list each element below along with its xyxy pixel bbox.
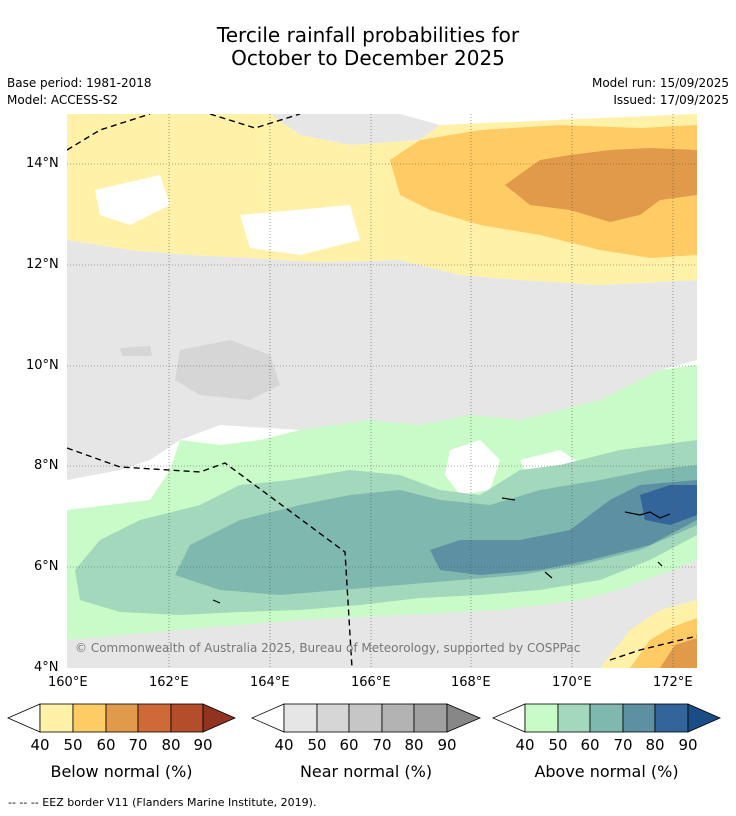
model-run-text: Model run: 15/09/2025 [591, 76, 729, 90]
lat-label: 12°N [26, 257, 59, 272]
lat-label: 6°N [34, 559, 59, 574]
eez-footnote: -- -- -- EEZ border V11 (Flanders Marine… [8, 796, 317, 809]
colorbar-below-label: Below normal (%) [50, 762, 193, 781]
copyright-text: © Commonwealth of Australia 2025, Bureau… [75, 641, 581, 655]
below-normal-region [660, 638, 697, 668]
colorbar-near [251, 703, 482, 733]
lon-label: 162°E [149, 675, 189, 690]
near-normal-region [270, 114, 440, 145]
lat-label: 10°N [26, 358, 59, 373]
near-normal-region [120, 346, 152, 356]
cb-near-tick: 60 [339, 736, 359, 754]
map-title-line1: Tercile rainfall probabilities for [216, 23, 520, 47]
map-title-line2: October to December 2025 [231, 46, 505, 70]
island-markers [212, 497, 671, 604]
cb-above-tick: 70 [613, 736, 633, 754]
map-gridlines [67, 114, 697, 668]
lat-label: 14°N [26, 156, 59, 171]
colorbar-above [492, 703, 721, 733]
cb-below-tick: 60 [96, 736, 116, 754]
lon-label: 170°E [552, 675, 592, 690]
model-text: Model: ACCESS-S2 [7, 93, 119, 107]
eez-border-lines [67, 114, 697, 668]
cb-below-tick: 90 [193, 736, 213, 754]
cb-near-tick: 90 [437, 736, 457, 754]
cb-above-tick: 50 [548, 736, 568, 754]
probability-field [67, 114, 697, 668]
below-normal-region [505, 148, 697, 222]
cb-near-tick: 40 [274, 736, 294, 754]
above-normal-region [445, 440, 500, 495]
cb-below-tick: 70 [128, 736, 148, 754]
lat-label: 4°N [34, 660, 59, 675]
below-normal-region [240, 205, 360, 255]
near-normal-region [67, 560, 697, 668]
cb-near-tick: 70 [372, 736, 392, 754]
cb-below-tick: 50 [63, 736, 83, 754]
lon-label: 166°E [351, 675, 391, 690]
lon-label: 168°E [451, 675, 491, 690]
near-normal-region [67, 240, 697, 480]
lat-label: 8°N [34, 458, 59, 473]
cb-near-tick: 80 [404, 736, 424, 754]
base-period-text: Base period: 1981-2018 [7, 76, 152, 90]
colorbar-above-label: Above normal (%) [534, 762, 679, 781]
cb-above-tick: 40 [515, 736, 535, 754]
lon-label: 172°E [653, 675, 693, 690]
cb-below-tick: 40 [30, 736, 50, 754]
near-normal-region [175, 340, 280, 400]
colorbar-near-label: Near normal (%) [299, 762, 433, 781]
cb-above-tick: 90 [678, 736, 698, 754]
cb-above-tick: 60 [580, 736, 600, 754]
above-normal-region [430, 480, 697, 575]
colorbar-below [7, 703, 236, 733]
issued-text: Issued: 17/09/2025 [613, 93, 729, 107]
cb-near-tick: 50 [307, 736, 327, 754]
cb-below-tick: 80 [161, 736, 181, 754]
below-normal-region [95, 175, 170, 225]
cb-above-tick: 80 [645, 736, 665, 754]
lon-label: 160°E [48, 675, 88, 690]
lon-label: 164°E [250, 675, 290, 690]
